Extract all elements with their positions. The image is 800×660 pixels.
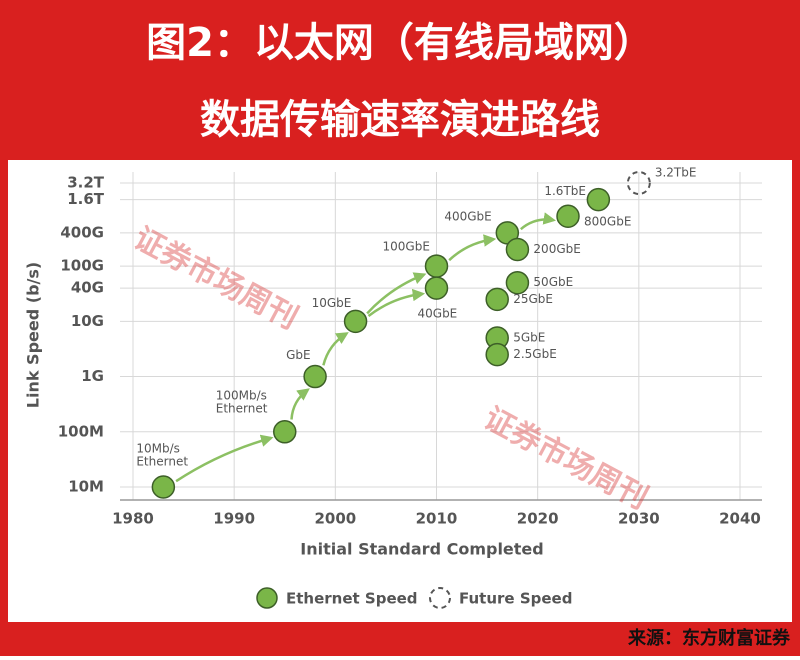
point-label: 200GbE: [533, 242, 580, 256]
y-tick-label: 1G: [81, 367, 104, 385]
point-label: 2.5GbE: [513, 347, 557, 361]
point-label: 800GbE: [584, 215, 631, 229]
y-tick-label: 3.2T: [67, 174, 105, 192]
data-point: [505, 270, 530, 295]
x-tick-label: 1990: [213, 510, 255, 528]
x-tick-label: 2010: [416, 510, 458, 528]
data-point: [424, 276, 449, 300]
point-label: 5GbE: [513, 330, 545, 344]
source: 来源：东方财富证券: [627, 627, 791, 649]
data-point: [485, 342, 509, 367]
connector-arrow: [448, 234, 497, 262]
point-label: 100GbE: [383, 240, 430, 254]
point-label: Ethernet: [136, 455, 188, 469]
connector-arrow: [367, 288, 426, 318]
y-axis-label: Link Speed (b/s): [24, 262, 43, 408]
data-point: [151, 475, 176, 499]
x-tick-label: 2030: [618, 510, 660, 528]
connector-arrow: [520, 212, 557, 231]
data-point: [273, 420, 297, 444]
y-tick-label: 10G: [71, 312, 104, 330]
connector-arrow: [175, 434, 274, 483]
x-tick-label: 1980: [112, 510, 154, 528]
data-point: [556, 204, 580, 228]
data-point: [505, 237, 530, 262]
y-tick-label: 40G: [71, 279, 104, 297]
y-tick-label: 400G: [60, 223, 104, 241]
data-point: [586, 187, 611, 212]
x-tick-label: 2020: [517, 510, 559, 528]
chart-panel: [8, 160, 792, 622]
point-label: 40GbE: [418, 307, 458, 321]
point-label: 10Mb/s: [136, 442, 180, 456]
x-tick-label: 2000: [314, 510, 356, 528]
y-tick-label: 1.6T: [67, 190, 105, 208]
legend-label: Future Speed: [459, 590, 572, 608]
point-label: 100Mb/s: [216, 388, 267, 402]
data-point: [626, 171, 651, 195]
point-label: 25GbE: [513, 292, 553, 306]
point-label: 10GbE: [312, 296, 352, 310]
title: 图2：以太网（有线局域网）: [146, 20, 654, 66]
connector-arrow: [290, 388, 310, 420]
y-tick-label: 10M: [68, 478, 104, 496]
connector-arrow: [366, 272, 427, 315]
y-tick-label: 100M: [58, 422, 104, 440]
point-label: 3.2TbE: [655, 166, 697, 180]
data-point: [343, 309, 368, 334]
connector-arrow: [322, 332, 349, 366]
point-label: 400GbE: [444, 209, 491, 223]
legend-label: Ethernet Speed: [286, 590, 418, 608]
y-tick-label: 100G: [60, 257, 104, 275]
title: 数据传输速率演进路线: [200, 97, 600, 143]
legend-marker: [429, 587, 451, 609]
point-label: Ethernet: [216, 401, 268, 415]
x-tick-label: 2040: [719, 510, 761, 528]
point-label: 50GbE: [533, 275, 573, 289]
data-point: [303, 364, 327, 389]
data-point: [485, 287, 509, 312]
x-axis-label: Initial Standard Completed: [300, 540, 543, 559]
point-label: GbE: [286, 348, 311, 362]
legend-marker: [256, 587, 278, 609]
point-label: 1.6TbE: [544, 184, 586, 198]
data-point: [424, 254, 449, 278]
